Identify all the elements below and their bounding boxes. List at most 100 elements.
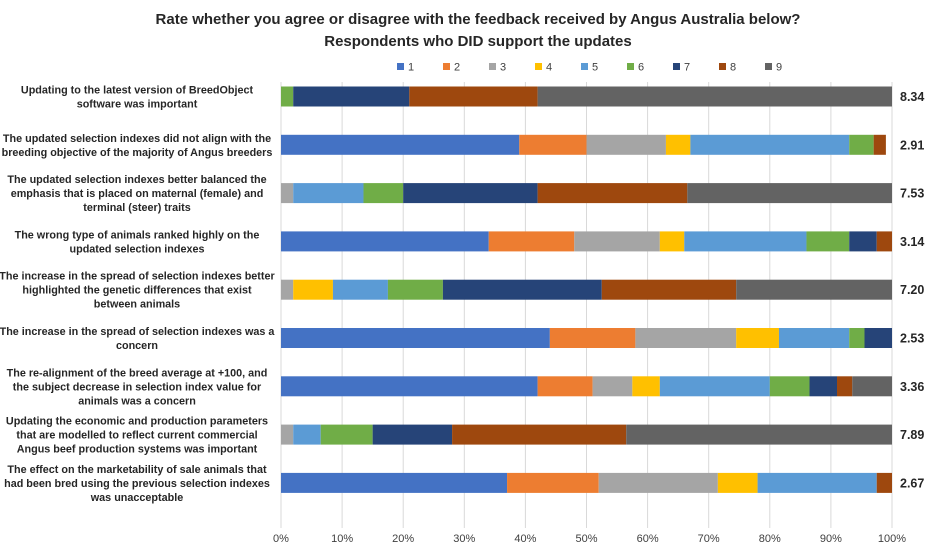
bar-segment-3 xyxy=(635,328,737,348)
bar-segment-4 xyxy=(659,231,685,252)
bar-segment-4 xyxy=(717,472,758,493)
bar-segment-9 xyxy=(736,279,892,300)
bar-segment-3 xyxy=(281,424,294,445)
bar-segment-2 xyxy=(537,376,593,397)
legend-label-3: 3 xyxy=(500,62,506,74)
legend-label-8: 8 xyxy=(730,62,736,74)
bar-segment-8 xyxy=(837,376,853,397)
legend-swatch-8 xyxy=(719,63,726,70)
bar-segment-9 xyxy=(626,424,892,445)
bar-segment-2 xyxy=(549,328,636,348)
bar-segment-9 xyxy=(537,86,892,107)
bar-segment-7 xyxy=(403,183,538,204)
bar-segment-4 xyxy=(293,279,333,300)
category-label-line: software was important xyxy=(77,99,198,111)
bar-segment-3 xyxy=(281,183,294,204)
legend-swatch-1 xyxy=(397,63,404,70)
row-average: 8.34 xyxy=(900,90,924,104)
bar-segment-8 xyxy=(537,183,688,204)
x-tick-label: 70% xyxy=(698,533,720,545)
legend-swatch-2 xyxy=(443,63,450,70)
legend: 1 2 3 4 5 6 7 8 9 xyxy=(397,62,782,74)
category-label-line: concern xyxy=(116,340,158,352)
category-labels: Updating to the latest version of BreedO… xyxy=(0,85,275,504)
bar-segment-9 xyxy=(687,183,892,204)
bar-segment-5 xyxy=(757,472,877,493)
category-label-line: the subject decrease in selection index … xyxy=(13,381,262,393)
legend-label-1: 1 xyxy=(408,62,414,74)
category-label-line: The re-alignment of the breed average at… xyxy=(7,367,268,379)
x-tick-label: 50% xyxy=(575,533,597,545)
bar-segment-1 xyxy=(281,328,550,348)
category-label-line: highlighted the genetic differences that… xyxy=(22,285,252,297)
bar-segment-4 xyxy=(665,134,691,155)
bar-segment-3 xyxy=(281,279,294,300)
category-label-line: was unacceptable xyxy=(90,492,183,504)
bar-segment-7 xyxy=(864,328,892,348)
chart-subtitle: Respondents who DID support the updates xyxy=(324,33,632,50)
category-label-line: The updated selection indexes did not al… xyxy=(3,133,271,145)
bar-segment-3 xyxy=(592,376,633,397)
category-label-line: Updating to the latest version of BreedO… xyxy=(21,85,254,97)
legend-label-9: 9 xyxy=(776,62,782,74)
category-label-line: breeding objective of the majority of An… xyxy=(2,147,273,159)
bar-segment-5 xyxy=(690,134,850,155)
row-average: 7.53 xyxy=(900,187,924,201)
bar-segment-8 xyxy=(876,472,892,493)
row-average: 2.53 xyxy=(900,332,924,346)
category-label-line: Updating the economic and production par… xyxy=(6,416,268,428)
legend-label-4: 4 xyxy=(546,62,552,74)
category-label: Updating to the latest version of BreedO… xyxy=(21,85,254,111)
legend-label-5: 5 xyxy=(592,62,598,74)
bar-segment-7 xyxy=(442,279,602,300)
bar-segment-5 xyxy=(684,231,807,252)
category-label-line: The effect on the marketability of sale … xyxy=(7,464,267,476)
gridlines xyxy=(280,82,893,528)
row-average: 3.14 xyxy=(900,235,924,249)
bar-segment-8 xyxy=(409,86,538,107)
bar-segment-7 xyxy=(293,86,410,107)
chart-title: Rate whether you agree or disagree with … xyxy=(156,11,801,28)
x-tick-label: 90% xyxy=(820,533,842,545)
bar-segment-5 xyxy=(332,279,388,300)
x-tick-label: 80% xyxy=(759,533,781,545)
bar-segment-3 xyxy=(598,472,718,493)
bar-segment-5 xyxy=(659,376,770,397)
bar-rows xyxy=(281,86,892,493)
bar-segment-6 xyxy=(769,376,810,397)
category-label: The wrong type of animals ranked highly … xyxy=(15,229,260,255)
row-average: 7.89 xyxy=(900,428,924,442)
legend-swatch-4 xyxy=(535,63,542,70)
bar-segment-1 xyxy=(281,231,489,252)
category-label-line: between animals xyxy=(94,299,180,311)
bar-segment-7 xyxy=(809,376,838,397)
legend-label-7: 7 xyxy=(684,62,690,74)
bar-segment-5 xyxy=(778,328,850,348)
legend-swatch-7 xyxy=(673,63,680,70)
category-label: The updated selection indexes better bal… xyxy=(7,174,266,214)
bar-segment-2 xyxy=(519,134,587,155)
bar-segment-4 xyxy=(736,328,779,348)
category-label-line: updated selection indexes xyxy=(70,243,205,255)
legend-swatch-5 xyxy=(581,63,588,70)
category-label-line: Angus beef production systems was import… xyxy=(17,444,258,456)
category-label-line: had been bred using the previous selecti… xyxy=(4,478,270,490)
row-average: 7.20 xyxy=(900,283,924,297)
bar-segment-6 xyxy=(363,183,404,204)
x-tick-label: 20% xyxy=(392,533,414,545)
bar-segment-7 xyxy=(372,424,453,445)
category-label-line: The wrong type of animals ranked highly … xyxy=(15,229,260,241)
bar-segment-6 xyxy=(320,424,373,445)
bar-segment-8 xyxy=(601,279,737,300)
bar-segment-8 xyxy=(873,134,886,155)
bar-segment-1 xyxy=(281,376,538,397)
category-label-line: terminal (steer) traits xyxy=(83,202,190,214)
legend-label-2: 2 xyxy=(454,62,460,74)
bar-segment-3 xyxy=(586,134,666,155)
category-label-line: emphasis that is placed on maternal (fem… xyxy=(11,188,264,200)
bar-segment-6 xyxy=(281,86,294,107)
bar-segment-5 xyxy=(293,424,321,445)
category-label-line: The updated selection indexes better bal… xyxy=(7,174,266,186)
legend-swatch-9 xyxy=(765,63,772,70)
